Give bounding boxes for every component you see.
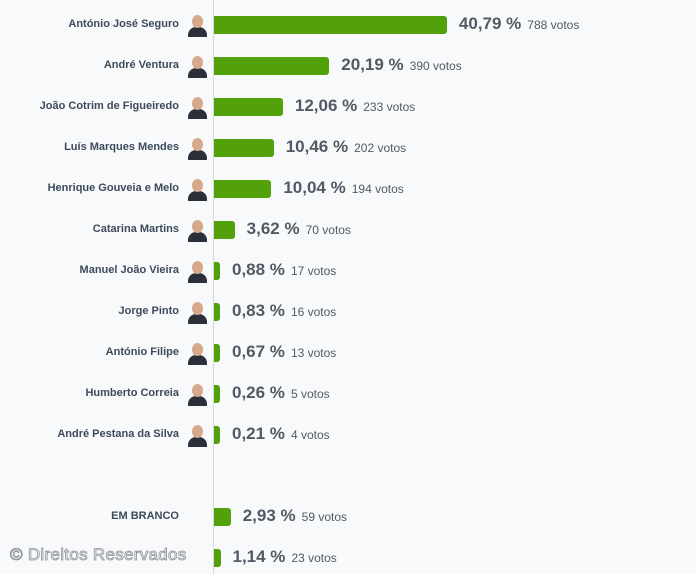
- candidate-row: 1,14 % 23 votos: [0, 547, 696, 568]
- votes-label: 233 votos: [363, 100, 416, 114]
- candidate-name: Luís Marques Mendes: [64, 141, 179, 153]
- bar: [214, 262, 220, 280]
- percentage-label: 40,79 % 788 votos: [459, 14, 579, 34]
- votes-label: 194 votos: [351, 182, 404, 196]
- candidate-row: João Cotrim de Figueiredo 12,06 % 233 voto…: [0, 95, 696, 119]
- bar: [214, 508, 231, 526]
- candidate-row: Manuel João Vieira 0,88 % 17 votos: [0, 259, 696, 283]
- bar: [214, 426, 220, 444]
- candidate-name: António José Seguro: [68, 18, 179, 30]
- candidate-photo: [187, 300, 208, 324]
- bar: [214, 139, 274, 157]
- candidate-name: Jorge Pinto: [118, 305, 179, 317]
- candidate-row: Luís Marques Mendes 10,46 % 202 votos: [0, 136, 696, 160]
- candidate-row: EM BRANCO 2,93 % 59 votos: [0, 506, 696, 527]
- bar: [214, 549, 221, 567]
- chart-axis-line: [213, 0, 214, 574]
- candidate-photo: [187, 259, 208, 283]
- candidate-row: André Pestana da Silva 0,21 % 4 votos: [0, 423, 696, 447]
- votes-label: 390 votos: [409, 59, 462, 73]
- candidate-row: Henrique Gouveia e Melo 10,04 % 194 votos: [0, 177, 696, 201]
- candidate-row: António José Seguro 40,79 % 788 votos: [0, 13, 696, 37]
- percentage-label: 0,67 % 13 votos: [232, 342, 336, 362]
- candidate-photo: [187, 95, 208, 119]
- percentage-value: 2,93 %: [242, 506, 296, 525]
- percentage-label: 0,21 % 4 votos: [232, 424, 330, 444]
- votes-label: 70 votos: [305, 223, 351, 237]
- candidate-name: Humberto Correia: [85, 387, 179, 399]
- votes-label: 202 votos: [354, 141, 407, 155]
- votes-label: 23 votos: [291, 551, 337, 565]
- percentage-label: 1,14 % 23 votos: [233, 547, 337, 567]
- candidate-row: André Ventura 20,19 % 390 votos: [0, 54, 696, 78]
- percentage-value: 0,26 %: [232, 383, 285, 402]
- percentage-value: 0,88 %: [232, 260, 285, 279]
- bar: [214, 385, 220, 403]
- watermark: © Direitos Reservados: [10, 545, 187, 565]
- candidate-row: António Filipe 0,67 % 13 votos: [0, 341, 696, 365]
- percentage-value: 12,06 %: [294, 96, 358, 115]
- votes-label: 13 votos: [290, 346, 337, 360]
- candidate-name: EM BRANCO: [111, 510, 179, 522]
- votes-label: 4 votos: [290, 428, 330, 442]
- candidate-photo: [187, 13, 208, 37]
- percentage-value: 0,67 %: [232, 342, 285, 361]
- percentage-label: 10,04 % 194 votos: [283, 178, 403, 198]
- bar: [214, 98, 283, 116]
- candidate-photo: [187, 382, 208, 406]
- candidate-photo: [187, 218, 208, 242]
- percentage-value: 40,79 %: [458, 14, 522, 33]
- candidate-row: Jorge Pinto 0,83 % 16 votos: [0, 300, 696, 324]
- bar: [214, 303, 220, 321]
- percentage-value: 20,19 %: [341, 55, 404, 74]
- candidate-photo: [187, 177, 208, 201]
- candidate-name: André Ventura: [103, 59, 179, 71]
- votes-label: 5 votos: [290, 387, 330, 401]
- candidate-name: Manuel João Vieira: [79, 264, 179, 276]
- candidate-name: João Cotrim de Figueiredo: [39, 100, 179, 112]
- bar: [214, 57, 330, 75]
- percentage-value: 10,46 %: [285, 137, 349, 156]
- percentage-label: 20,19 % 390 votos: [341, 55, 461, 75]
- bar: [214, 180, 272, 198]
- percentage-value: 0,83 %: [232, 301, 285, 320]
- candidate-name: Catarina Martins: [92, 223, 179, 235]
- percentage-value: 10,04 %: [283, 178, 346, 197]
- percentage-label: 10,46 % 202 votos: [286, 137, 406, 157]
- percentage-value: 1,14 %: [232, 547, 286, 566]
- percentage-label: 12,06 % 233 votos: [295, 96, 415, 116]
- votes-label: 788 votos: [527, 18, 580, 32]
- candidate-photo: [187, 423, 208, 447]
- votes-label: 16 votos: [290, 305, 337, 319]
- bar: [214, 16, 447, 34]
- percentage-label: 2,93 % 59 votos: [243, 506, 347, 526]
- candidate-name: Henrique Gouveia e Melo: [47, 182, 179, 194]
- candidate-name: António Filipe: [105, 346, 179, 358]
- candidate-photo: [187, 54, 208, 78]
- candidate-name: André Pestana da Silva: [57, 428, 179, 440]
- candidate-row: Humberto Correia 0,26 % 5 votos: [0, 382, 696, 406]
- candidate-photo: [187, 341, 208, 365]
- percentage-label: 0,88 % 17 votos: [232, 260, 336, 280]
- percentage-label: 0,26 % 5 votos: [232, 383, 330, 403]
- percentage-label: 3,62 % 70 votos: [247, 219, 351, 239]
- candidate-photo: [187, 136, 208, 160]
- percentage-value: 0,21 %: [232, 424, 285, 443]
- percentage-label: 0,83 % 16 votos: [232, 301, 336, 321]
- candidate-row: Catarina Martins 3,62 % 70 votos: [0, 218, 696, 242]
- bar: [214, 221, 235, 239]
- bar: [214, 344, 220, 362]
- percentage-value: 3,62 %: [246, 219, 300, 238]
- votes-label: 17 votos: [290, 264, 337, 278]
- votes-label: 59 votos: [301, 510, 348, 524]
